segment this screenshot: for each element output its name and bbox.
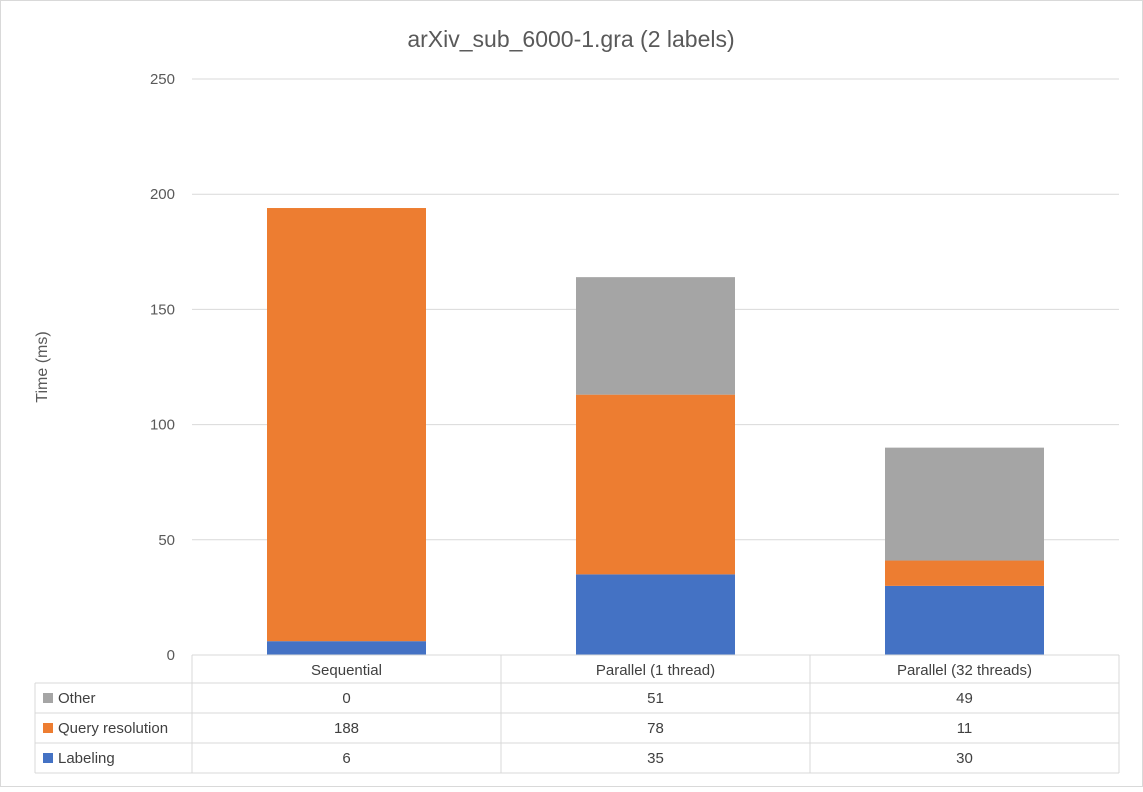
y-tick-100: 100 [150, 417, 175, 434]
bar-labeling-parallel-1-thread [576, 574, 735, 655]
bar-other-parallel-1-thread [576, 277, 735, 395]
value-other-parallel-1-thread: 51 [647, 690, 664, 707]
category-label-parallel-32-threads: Parallel (32 threads) [897, 662, 1032, 679]
bar-labeling-parallel-32-threads [885, 585, 1044, 655]
legend-key-labeling [43, 753, 53, 763]
bar-labeling-sequential [267, 641, 426, 655]
y-tick-0: 0 [167, 647, 175, 664]
value-other-sequential: 0 [342, 690, 350, 707]
legend-key-other [43, 693, 53, 703]
bar-query-resolution-sequential [267, 208, 426, 642]
bar-other-parallel-32-threads [885, 447, 1044, 561]
bar-query-resolution-parallel-32-threads [885, 560, 1044, 586]
value-query-resolution-sequential: 188 [334, 720, 359, 737]
y-axis-label: Time (ms) [34, 331, 51, 402]
chart-title: arXiv_sub_6000-1.gra (2 labels) [407, 26, 734, 52]
value-labeling-parallel-32-threads: 30 [956, 750, 973, 767]
series-name-query-resolution: Query resolution [58, 720, 168, 737]
category-label-sequential: Sequential [311, 662, 382, 679]
y-axis-ticks: 0 50 100 150 200 250 [150, 71, 175, 664]
value-other-parallel-32-threads: 49 [956, 690, 973, 707]
legend-key-query-resolution [43, 723, 53, 733]
y-tick-200: 200 [150, 186, 175, 203]
y-tick-50: 50 [158, 532, 175, 549]
series-name-labeling: Labeling [58, 750, 115, 767]
value-labeling-parallel-1-thread: 35 [647, 750, 664, 767]
series-name-other: Other [58, 690, 96, 707]
category-label-parallel-1-thread: Parallel (1 thread) [596, 662, 715, 679]
data-table: Sequential Parallel (1 thread) Parallel (3… [34, 654, 1120, 774]
y-tick-150: 150 [150, 301, 175, 318]
bar-query-resolution-parallel-1-thread [576, 394, 735, 575]
value-query-resolution-parallel-1-thread: 78 [647, 720, 664, 737]
bars [267, 208, 1044, 655]
y-tick-250: 250 [150, 71, 175, 88]
value-labeling-sequential: 6 [342, 750, 350, 767]
value-query-resolution-parallel-32-threads: 11 [957, 720, 973, 737]
